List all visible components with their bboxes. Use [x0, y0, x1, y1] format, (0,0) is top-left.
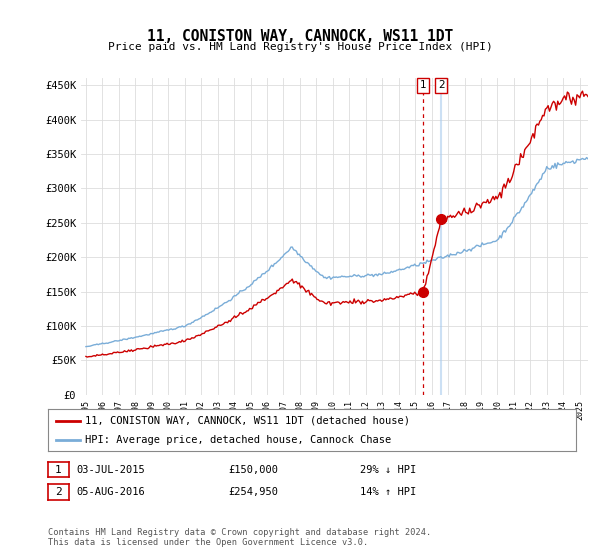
Text: 11, CONISTON WAY, CANNOCK, WS11 1DT (detached house): 11, CONISTON WAY, CANNOCK, WS11 1DT (det… — [85, 416, 410, 426]
Text: £150,000: £150,000 — [228, 465, 278, 475]
Text: 2: 2 — [438, 80, 445, 90]
Text: 03-JUL-2015: 03-JUL-2015 — [77, 465, 146, 475]
Text: 11, CONISTON WAY, CANNOCK, WS11 1DT: 11, CONISTON WAY, CANNOCK, WS11 1DT — [147, 29, 453, 44]
Text: 14% ↑ HPI: 14% ↑ HPI — [360, 487, 416, 497]
Text: £254,950: £254,950 — [228, 487, 278, 497]
Text: 2: 2 — [55, 487, 62, 497]
Text: 1: 1 — [420, 80, 427, 90]
Text: Contains HM Land Registry data © Crown copyright and database right 2024.
This d: Contains HM Land Registry data © Crown c… — [48, 528, 431, 547]
Text: Price paid vs. HM Land Registry's House Price Index (HPI): Price paid vs. HM Land Registry's House … — [107, 42, 493, 52]
Text: 29% ↓ HPI: 29% ↓ HPI — [360, 465, 416, 475]
Text: 1: 1 — [55, 465, 62, 474]
Text: 05-AUG-2016: 05-AUG-2016 — [77, 487, 146, 497]
Text: HPI: Average price, detached house, Cannock Chase: HPI: Average price, detached house, Cann… — [85, 435, 391, 445]
